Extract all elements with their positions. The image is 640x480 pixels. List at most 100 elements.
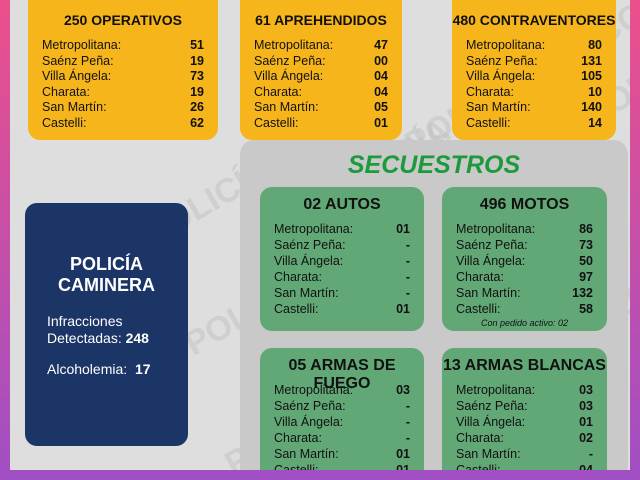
row-value: 01: [396, 463, 410, 470]
label: Alcoholemia:: [47, 361, 128, 377]
row-label: San Martín:: [456, 286, 521, 300]
card-title: 02 AUTOS: [303, 196, 381, 213]
row-label: Charata:: [466, 84, 514, 99]
label: Alcoholemia: 17: [47, 361, 151, 377]
row-value: 03: [579, 383, 593, 397]
card: 13 ARMAS BLANCAS Metropolitana: 03 Saénz Pe…: [442, 348, 607, 470]
row-label: Metropolitana:: [274, 222, 354, 236]
card-title: 480 CONTRAVENTORES: [452, 12, 616, 28]
row-label: Villa Ángela:: [456, 415, 526, 429]
row-label: Castelli:: [254, 115, 299, 130]
row-value: 80: [588, 38, 602, 52]
secuestros-title: SECUESTROS: [347, 151, 521, 179]
card: 250 OPERATIVOS Metropolitana: 51 Saénz Peña…: [28, 0, 218, 140]
row-label: Metropolitana:: [456, 222, 536, 236]
row-label: Saénz Peña:: [42, 53, 114, 68]
row-label: Castelli:: [456, 302, 501, 316]
row-value: 97: [579, 270, 593, 284]
caminera-card: POLICÍA CAMINERA Infracciones Detectadas…: [25, 203, 188, 446]
row-label: Villa Ángela:: [466, 69, 536, 83]
row-label: Saénz Peña:: [456, 399, 528, 413]
row-label: Charata:: [254, 84, 302, 99]
card: 496 MOTOS Metropolitana: 86 Saénz Peña: 73 Vi…: [442, 187, 607, 331]
note: Con pedido activo: 02: [480, 318, 569, 328]
label: Infracciones: [47, 313, 123, 329]
row-label: Villa Ángela:: [456, 254, 526, 268]
row-value: 105: [581, 69, 602, 83]
row-label: Saénz Peña:: [456, 238, 528, 252]
row-value: 132: [572, 286, 593, 300]
row-value: 10: [588, 84, 602, 99]
row-label: Castelli:: [42, 115, 87, 130]
row-value: 03: [396, 383, 410, 397]
card-title: 13 ARMAS BLANCAS: [443, 357, 606, 374]
row-value: 86: [579, 222, 593, 236]
label: Detectadas: 248: [47, 330, 149, 346]
row-label: Charata:: [456, 270, 504, 284]
row-value: 19: [190, 84, 204, 99]
row-label: Metropolitana:: [466, 38, 546, 52]
value: 17: [134, 361, 151, 377]
row-value: -: [405, 270, 410, 284]
card: 02 AUTOS Metropolitana: 01 Saénz Peña: - Vill…: [260, 187, 424, 331]
row-label: Saénz Peña:: [254, 53, 326, 68]
row-value: 01: [579, 415, 593, 429]
row-label: Villa Ángela:: [274, 254, 344, 268]
canvas: POLICÍA CHACOPOLICÍA CHACOPOLICÍA CHACOP…: [10, 0, 630, 470]
row-label: Saénz Peña:: [466, 53, 538, 68]
row-value: 05: [374, 100, 388, 114]
row-label: Villa Ángela:: [274, 415, 344, 429]
caminera-title: CAMINERA: [58, 275, 155, 295]
row-value: -: [405, 399, 410, 413]
row-value: -: [405, 431, 410, 445]
row-value: 19: [190, 53, 204, 68]
row-label: Charata:: [274, 270, 322, 284]
row-value: -: [405, 286, 410, 300]
row-label: Metropolitana:: [274, 383, 354, 397]
row-label: Castelli:: [456, 463, 501, 470]
row-value: 73: [190, 69, 204, 83]
row-value: -: [405, 254, 410, 268]
card-title: 496 MOTOS: [479, 196, 570, 213]
row-label: Castelli:: [466, 115, 511, 130]
row-value: 03: [579, 399, 593, 413]
row-label: Saénz Peña:: [274, 238, 346, 252]
row-label: Metropolitana:: [42, 38, 122, 52]
row-value: 01: [374, 115, 388, 130]
row-label: Metropolitana:: [456, 383, 536, 397]
row-value: 04: [374, 69, 388, 83]
row-value: 26: [190, 100, 204, 114]
row-value: 58: [579, 302, 593, 316]
row-label: San Martín:: [42, 100, 107, 114]
row-label: Villa Ángela:: [254, 69, 324, 83]
card: 61 APREHENDIDOS Metropolitana: 47 Saénz Peñ…: [240, 0, 402, 140]
row-value: 02: [579, 431, 593, 445]
row-label: San Martín:: [274, 447, 339, 461]
row-value: 04: [579, 463, 593, 470]
row-value: 62: [190, 115, 204, 130]
row-label: Charata:: [42, 84, 90, 99]
row-value: 14: [588, 115, 602, 130]
row-label: Castelli:: [274, 302, 319, 316]
row-value: 50: [579, 254, 593, 268]
card: 05 ARMAS DE FUEGO Metropolitana: 03 Saénz P…: [260, 348, 424, 470]
label: Detectadas:: [47, 330, 122, 346]
row-value: 140: [581, 100, 602, 114]
row-value: 04: [374, 84, 388, 99]
row-label: Charata:: [456, 431, 504, 445]
row-value: 51: [190, 38, 204, 52]
card-title: 05 ARMAS DE FUEGO: [288, 357, 396, 392]
row-label: San Martín:: [456, 447, 521, 461]
row-value: 47: [374, 38, 388, 52]
row-label: Charata:: [274, 431, 322, 445]
caminera-title: POLICÍA: [69, 254, 143, 274]
row-label: Saénz Peña:: [274, 399, 346, 413]
row-label: San Martín:: [274, 286, 339, 300]
card: 480 CONTRAVENTORES Metropolitana: 80 Saénz …: [452, 0, 616, 140]
card-title: 61 APREHENDIDOS: [255, 12, 387, 28]
row-value: -: [405, 238, 410, 252]
row-value: -: [588, 447, 593, 461]
row-label: San Martín:: [254, 100, 319, 114]
row-value: 131: [581, 53, 602, 68]
